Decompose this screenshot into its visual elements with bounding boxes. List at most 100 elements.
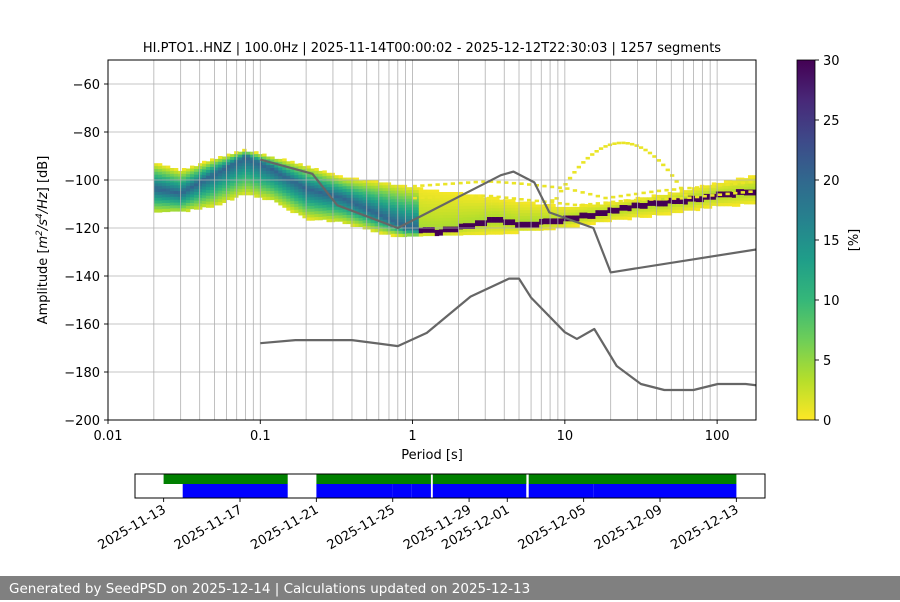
- density-cell: [752, 175, 756, 179]
- density-cell: [366, 185, 371, 190]
- outlier-cell: [450, 195, 455, 199]
- density-cell: [487, 202, 492, 206]
- density-cell: [210, 184, 215, 188]
- outlier-cell: [612, 142, 617, 145]
- density-cell: [394, 216, 400, 220]
- density-cell: [286, 164, 291, 168]
- density-cell: [479, 200, 484, 204]
- density-cell: [671, 204, 677, 208]
- density-cell: [467, 208, 472, 213]
- density-cell: [282, 193, 287, 197]
- density-cell: [210, 164, 215, 168]
- density-cell: [157, 171, 163, 176]
- density-cell: [394, 219, 400, 223]
- density-cell: [210, 158, 215, 162]
- density-cell: [254, 157, 259, 161]
- outlier-cell: [572, 171, 577, 174]
- density-cell: [591, 213, 596, 217]
- density-cell: [663, 212, 669, 216]
- density-cell: [467, 229, 472, 233]
- density-cell: [515, 230, 520, 235]
- density-cell: [607, 201, 612, 205]
- density-cell: [394, 193, 400, 197]
- density-cell: [599, 204, 604, 208]
- density-cell: [551, 215, 556, 219]
- density-cell: [687, 204, 693, 208]
- density-cell: [402, 190, 408, 194]
- density-cell: [186, 180, 191, 184]
- density-cell: [274, 164, 279, 168]
- density-cell: [611, 213, 616, 217]
- density-cell: [254, 182, 259, 187]
- density-cell: [639, 205, 644, 210]
- density-cell: [543, 212, 548, 216]
- density-cell: [294, 166, 299, 170]
- density-cell: [206, 190, 211, 194]
- density-cell: [202, 166, 207, 170]
- density-cell: [354, 180, 359, 184]
- density-cell: [563, 218, 568, 222]
- density-cell: [422, 232, 428, 237]
- density-cell: [446, 220, 452, 225]
- density-cell: [302, 177, 307, 181]
- density-cell: [471, 220, 476, 224]
- density-cell: [186, 191, 191, 195]
- density-cell: [366, 180, 371, 184]
- outlier-cell: [672, 197, 677, 200]
- y-tick-label: −60: [73, 78, 100, 93]
- outlier-cell: [420, 196, 425, 200]
- density-cell: [715, 203, 721, 207]
- density-cell: [153, 163, 159, 167]
- density-cell: [326, 216, 331, 220]
- density-cell: [418, 187, 424, 191]
- density-cell: [366, 197, 371, 201]
- density-cell: [230, 188, 235, 192]
- density-cell: [615, 207, 620, 212]
- density-cell: [302, 215, 307, 219]
- density-cell: [402, 205, 408, 209]
- density-cell: [290, 209, 295, 214]
- density-cell: [338, 192, 343, 196]
- outlier-cell: [427, 196, 433, 199]
- density-cell: [683, 198, 689, 202]
- outlier-cell: [710, 184, 715, 188]
- density-cell: [430, 229, 436, 234]
- density-cell: [418, 221, 424, 226]
- density-cell: [294, 189, 299, 193]
- density-cell: [450, 220, 456, 225]
- density-cell: [438, 229, 444, 233]
- density-cell: [595, 210, 600, 214]
- density-cell: [194, 194, 199, 199]
- density-cell: [177, 170, 183, 175]
- density-cell: [214, 184, 219, 189]
- density-cell: [535, 213, 540, 217]
- density-cell: [286, 161, 291, 165]
- density-cell: [748, 198, 753, 202]
- density-cell: [186, 185, 191, 190]
- density-cell: [181, 199, 187, 203]
- density-cell: [202, 160, 207, 165]
- density-cell: [194, 197, 199, 202]
- density-cell: [495, 196, 500, 201]
- density-cell: [402, 210, 408, 214]
- density-cell: [374, 223, 379, 227]
- density-cell: [543, 224, 548, 228]
- density-cell: [551, 227, 556, 231]
- density-cell: [695, 207, 701, 212]
- density-cell: [278, 184, 283, 189]
- density-cell: [366, 220, 371, 224]
- density-cell: [595, 216, 600, 220]
- outlier-cell: [733, 182, 738, 185]
- density-cell: [491, 219, 496, 224]
- density-cell: [426, 218, 432, 222]
- density-cell: [739, 200, 745, 204]
- density-cell: [691, 190, 697, 194]
- density-cell: [735, 197, 741, 202]
- density-cell: [362, 205, 367, 210]
- density-cell: [744, 189, 749, 193]
- density-cell: [414, 221, 420, 226]
- density-cell: [366, 191, 371, 195]
- outlier-cell: [576, 165, 581, 169]
- density-cell: [402, 213, 408, 217]
- density-cell: [202, 204, 207, 208]
